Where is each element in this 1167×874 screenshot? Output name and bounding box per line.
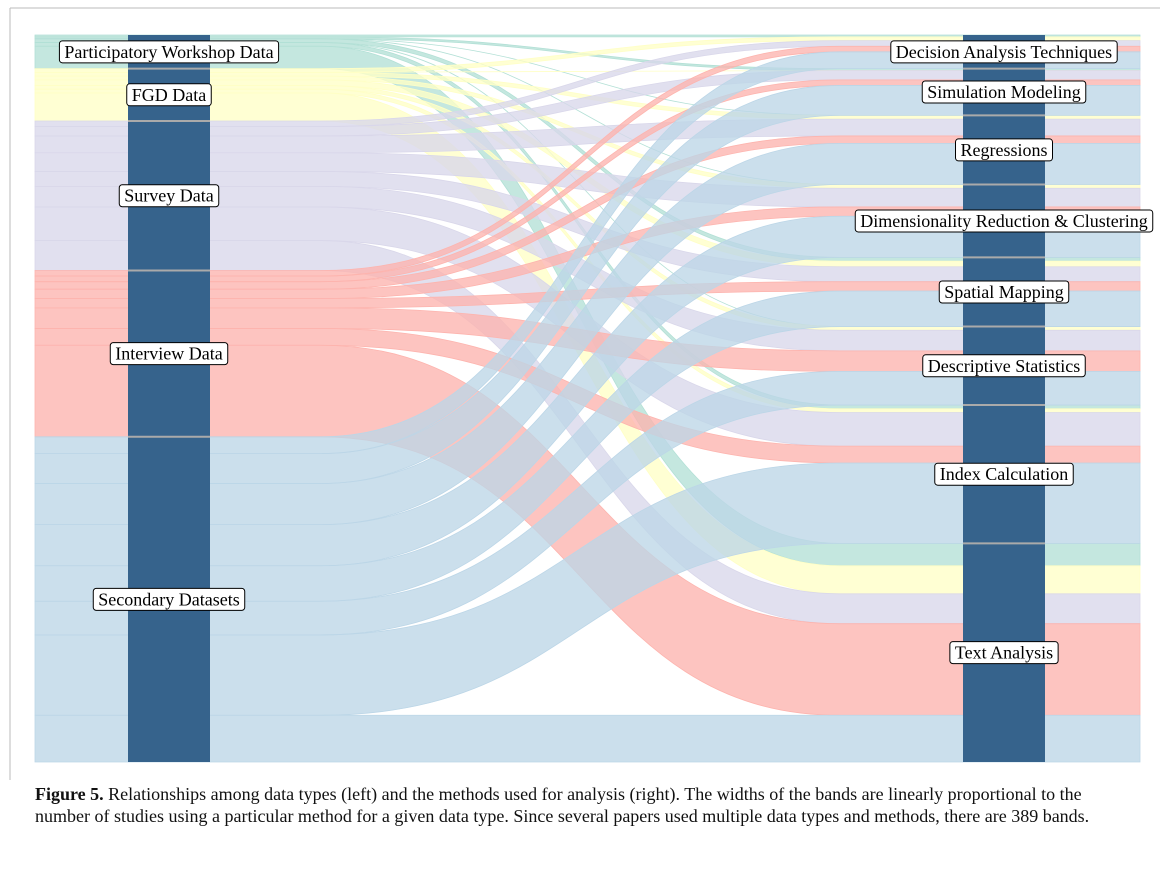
node-label: Spatial Mapping	[938, 280, 1070, 304]
label-text: Secondary Datasets	[98, 589, 239, 609]
node-label: Simulation Modeling	[921, 80, 1087, 104]
label-box	[921, 80, 1087, 104]
label-text: FGD Data	[132, 85, 207, 105]
node-label: Index Calculation	[934, 462, 1074, 486]
node-label: Regressions	[955, 138, 1053, 162]
label-box	[126, 83, 212, 107]
label-box	[109, 342, 229, 366]
node-label: FGD Data	[126, 83, 212, 107]
label-box	[922, 354, 1086, 378]
band	[35, 70, 1140, 73]
label-box	[854, 209, 1154, 233]
label-box	[938, 280, 1070, 304]
label-text: Spatial Mapping	[944, 282, 1064, 302]
label-text: Participatory Workshop Data	[64, 42, 273, 62]
label-text: Descriptive Statistics	[928, 356, 1080, 376]
label-text: Interview Data	[115, 344, 222, 364]
label-box	[934, 462, 1074, 486]
node-label: Participatory Workshop Data	[58, 40, 280, 64]
node-label: Secondary Datasets	[92, 587, 246, 611]
label-text: Decision Analysis Techniques	[896, 42, 1112, 62]
label-text: Simulation Modeling	[927, 82, 1081, 102]
label-text: Index Calculation	[940, 464, 1068, 484]
label-box	[890, 40, 1118, 64]
band	[34, 714, 1141, 763]
node-label: Dimensionality Reduction & Clustering	[854, 209, 1154, 233]
band	[34, 142, 1141, 526]
label-text: Regressions	[961, 140, 1048, 160]
caption-label: Figure 5.	[35, 784, 104, 804]
node-label: Descriptive Statistics	[922, 354, 1086, 378]
band	[34, 371, 1141, 636]
label-text: Dimensionality Reduction & Clustering	[860, 211, 1147, 231]
source-node-bar	[128, 35, 210, 762]
label-box	[955, 138, 1053, 162]
node-label: Decision Analysis Techniques	[890, 40, 1118, 64]
caption: Figure 5. Relationships among data types…	[35, 783, 1135, 827]
node-label: Survey Data	[118, 184, 220, 208]
chart: Participatory Workshop Data FGD Data Surve…	[9, 7, 1160, 780]
band	[35, 38, 1140, 116]
caption-text: Relationships among data types (left) an…	[35, 784, 1090, 826]
label-box	[92, 587, 246, 611]
node-label: Text Analysis	[949, 641, 1059, 665]
node-label: Interview Data	[109, 342, 229, 366]
band	[34, 290, 1141, 602]
label-box	[118, 184, 220, 208]
label-text: Text Analysis	[955, 643, 1053, 663]
label-text: Survey Data	[124, 186, 213, 206]
band	[34, 215, 1141, 567]
labels: Participatory Workshop Data FGD Data Surve…	[58, 40, 1154, 665]
band	[34, 51, 1141, 455]
label-box	[949, 641, 1059, 665]
band	[34, 85, 1141, 484]
bands	[34, 34, 1141, 763]
label-box	[58, 40, 280, 64]
band	[34, 462, 1141, 716]
